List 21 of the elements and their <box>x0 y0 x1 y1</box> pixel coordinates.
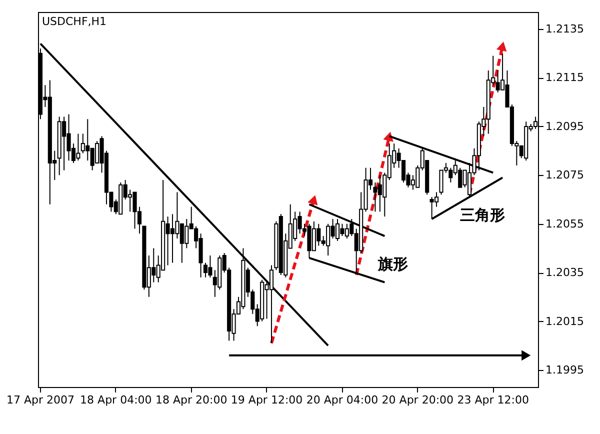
y-tick-label: 1.2135 <box>546 22 584 36</box>
y-tick-label: 1.2055 <box>546 217 584 230</box>
x-tick-label: 19 Apr 12:00 <box>230 394 303 406</box>
candlestick <box>269 264 274 344</box>
x-tick-label: 17 Apr 2007 <box>6 394 74 406</box>
y-tick-label: 1.2115 <box>546 71 584 84</box>
y-tick-label: 1.2075 <box>546 168 584 182</box>
candlestick <box>434 192 439 208</box>
x-tick-label: 20 Apr 20:00 <box>382 394 454 406</box>
x-tick-label: 23 Apr 12:00 <box>457 394 529 406</box>
annotation: 旗形 <box>377 255 408 273</box>
y-tick-label: 1.2015 <box>546 314 584 328</box>
x-tick-label: 20 Apr 04:00 <box>306 394 378 406</box>
chart-title: USDCHF,H1 <box>42 15 107 28</box>
candlestick <box>203 262 208 278</box>
y-tick-label: 1.1995 <box>546 363 584 376</box>
y-tick-label: 1.2095 <box>546 120 584 133</box>
y-tick-label: 1.2035 <box>546 266 584 280</box>
annotation: 三角形 <box>460 206 505 224</box>
x-tick-label: 18 Apr 20:00 <box>155 394 228 406</box>
x-tick-label: 18 Apr 04:00 <box>80 394 152 406</box>
